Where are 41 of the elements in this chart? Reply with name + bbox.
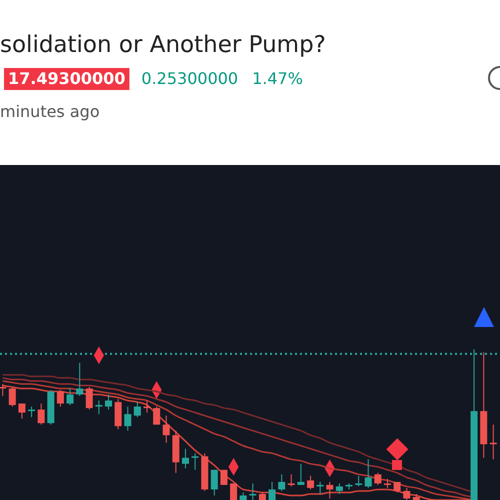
candlestick bbox=[105, 394, 112, 410]
candlestick bbox=[18, 403, 26, 420]
candlestick bbox=[192, 452, 199, 470]
candlestick bbox=[249, 482, 256, 500]
candlestick bbox=[490, 424, 497, 460]
candlestick bbox=[355, 475, 362, 487]
candlestick bbox=[374, 472, 382, 486]
candlestick bbox=[297, 463, 304, 486]
candlestick bbox=[268, 481, 276, 500]
candlestick bbox=[326, 481, 334, 499]
candlestick bbox=[288, 474, 295, 487]
candlestick bbox=[76, 362, 84, 397]
candlestick bbox=[220, 469, 228, 486]
candlestick bbox=[278, 474, 286, 492]
candlestick bbox=[307, 475, 314, 490]
candlestick bbox=[8, 386, 16, 408]
candlestick bbox=[86, 386, 93, 410]
candlestick bbox=[210, 469, 218, 496]
candlestick bbox=[28, 406, 36, 418]
candlestick bbox=[162, 415, 170, 444]
candlestick bbox=[124, 406, 132, 432]
candlestick bbox=[230, 482, 238, 500]
candlestick bbox=[153, 406, 160, 426]
text: 1.47% bbox=[252, 69, 303, 88]
candlestick bbox=[316, 481, 324, 494]
chart-title: solidation or Another Pump? bbox=[0, 32, 326, 58]
candlestick bbox=[66, 388, 74, 406]
candlestick bbox=[134, 402, 141, 418]
text: 17.49300000 bbox=[8, 69, 126, 88]
candlestick bbox=[403, 487, 410, 500]
candlestick bbox=[38, 403, 45, 426]
candlestick bbox=[182, 448, 189, 469]
text: 0.25300000 bbox=[141, 69, 238, 88]
candlestick bbox=[95, 400, 102, 415]
candlestick bbox=[143, 400, 150, 414]
candlestick bbox=[56, 389, 64, 408]
candlestick bbox=[364, 458, 372, 488]
candlestick bbox=[384, 478, 391, 488]
text: minutes ago bbox=[0, 102, 100, 121]
candlestick bbox=[0, 383, 6, 397]
candlestick bbox=[336, 482, 343, 494]
